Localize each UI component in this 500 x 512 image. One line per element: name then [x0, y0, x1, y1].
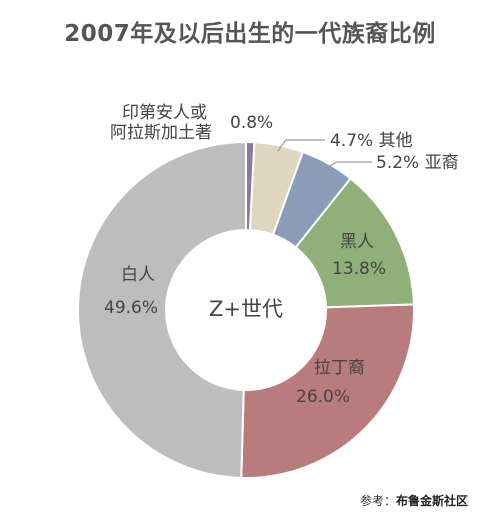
- slice-label-other: 4.7% 其他: [330, 131, 413, 151]
- slice-label-native-line1: 印第安人或: [122, 103, 207, 123]
- slice-4: [240, 303, 415, 479]
- slice-value-white: 49.6%: [104, 298, 158, 318]
- center-label: Z+世代: [209, 297, 283, 321]
- leader-other: [277, 139, 325, 152]
- slice-value-hispanic: 26.0%: [296, 387, 350, 407]
- slice-value-native: 0.8%: [230, 113, 273, 133]
- source-name: 布鲁金斯社区: [396, 494, 469, 508]
- slice-label-native-line2: 阿拉斯加土著: [110, 123, 212, 143]
- slice-label-hispanic: 拉丁裔: [314, 358, 365, 378]
- source-prefix: 参考：: [360, 494, 397, 508]
- source-footer: 参考：布鲁金斯社区: [360, 492, 468, 509]
- leader-asian: [324, 161, 372, 170]
- chart-title: 2007年及以后出生的一代族裔比例: [64, 21, 436, 47]
- slice-value-black: 13.8%: [332, 259, 386, 279]
- slice-label-white: 白人: [121, 265, 155, 285]
- slice-label-black: 黑人: [340, 232, 374, 252]
- slice-5: [77, 140, 247, 479]
- slice-label-asian: 5.2% 亚裔: [376, 153, 459, 173]
